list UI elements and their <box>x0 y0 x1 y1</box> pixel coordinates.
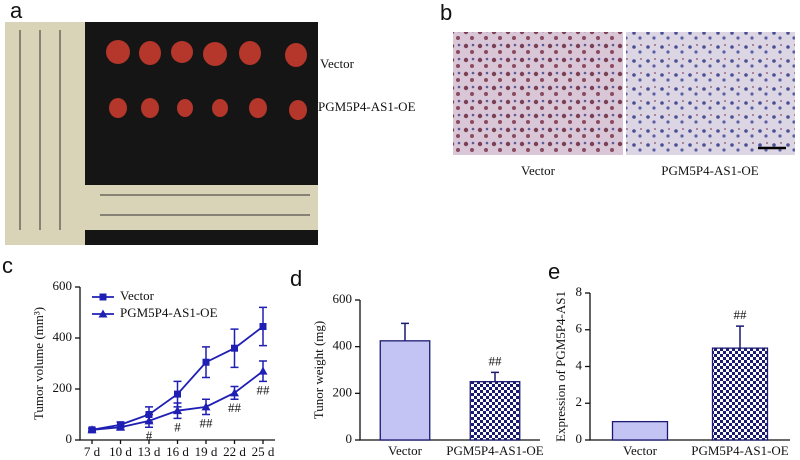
bar <box>711 347 769 441</box>
legend-label: PGM5P4-AS1-OE <box>120 305 218 320</box>
y-tick-label: 400 <box>333 338 353 353</box>
x-tick-label: 10 d <box>109 444 132 459</box>
legend-marker <box>99 293 107 301</box>
histology-image <box>626 32 795 155</box>
marker <box>202 358 210 366</box>
error-bar <box>202 346 210 379</box>
marker <box>201 402 211 411</box>
caption: PGM5P4-AS1-OE <box>661 163 759 178</box>
marker <box>87 425 97 434</box>
y-tick-label: 600 <box>53 278 73 293</box>
y-tick-label: 4 <box>576 357 583 372</box>
annotation: ## <box>257 382 271 397</box>
error-bar <box>401 322 409 341</box>
annotation: # <box>146 428 153 443</box>
row-label: PGM5P4-AS1-OE <box>318 99 416 114</box>
panel-label: c <box>2 253 13 278</box>
y-tick-label: 6 <box>576 321 583 336</box>
error-bar <box>736 325 744 349</box>
x-tick-label: 7 d <box>84 444 101 459</box>
marker <box>231 344 238 352</box>
error-bar <box>230 328 239 369</box>
marker <box>116 422 125 431</box>
marker <box>173 406 182 415</box>
y-tick-label: 0 <box>66 431 73 446</box>
error-bar <box>259 360 267 383</box>
error-bar <box>491 371 499 382</box>
panel-label: d <box>290 266 302 291</box>
annotation: # <box>174 419 181 434</box>
annotation: ## <box>200 415 214 430</box>
annotation: ## <box>489 353 503 368</box>
y-tick-label: 8 <box>576 284 583 299</box>
x-tick-label: Vector <box>623 443 658 458</box>
y-tick-label: 0 <box>576 431 583 446</box>
bar <box>611 420 669 441</box>
histology-image <box>453 32 623 155</box>
marker <box>258 366 268 375</box>
x-tick-label: PGM5P4-AS1-OE <box>446 443 544 458</box>
marker <box>144 416 154 425</box>
y-tick-label: 400 <box>53 329 73 344</box>
panel-label: e <box>548 259 560 284</box>
marker <box>230 388 239 397</box>
tumor-photo <box>5 22 318 245</box>
y-tick-label: 0 <box>346 431 353 446</box>
x-tick-label: PGM5P4-AS1-OE <box>691 443 789 458</box>
legend-label: Vector <box>120 288 155 303</box>
error-bar <box>173 380 182 408</box>
x-tick-label: Vector <box>388 443 423 458</box>
bar <box>379 340 431 441</box>
bar <box>469 381 521 441</box>
x-tick-label: 13 d <box>138 444 161 459</box>
marker <box>174 390 181 398</box>
caption: Vector <box>521 163 556 178</box>
y-tick-label: 200 <box>333 384 353 399</box>
error-bar <box>259 306 267 347</box>
marker <box>259 323 267 331</box>
legend-marker <box>98 309 108 318</box>
y-axis-label: Tunor weight (mg) <box>311 321 326 419</box>
annotation: ## <box>228 400 242 415</box>
y-tick-label: 2 <box>576 394 583 409</box>
x-tick-label: 16 d <box>166 444 189 459</box>
row-label: Vector <box>320 56 355 71</box>
y-axis-label: Tumor volume (mm³) <box>31 307 46 420</box>
x-tick-label: 19 d <box>195 444 218 459</box>
panel-label: b <box>440 0 452 25</box>
panel-label: a <box>10 0 23 23</box>
error-bar <box>145 406 153 423</box>
annotation: ## <box>734 307 748 322</box>
x-tick-label: 25 d <box>252 444 275 459</box>
y-tick-label: 600 <box>333 291 353 306</box>
y-axis-label: Expression of PGM5P4-AS1 <box>553 291 568 442</box>
x-tick-label: 22 d <box>223 444 246 459</box>
y-tick-label: 200 <box>53 380 73 395</box>
